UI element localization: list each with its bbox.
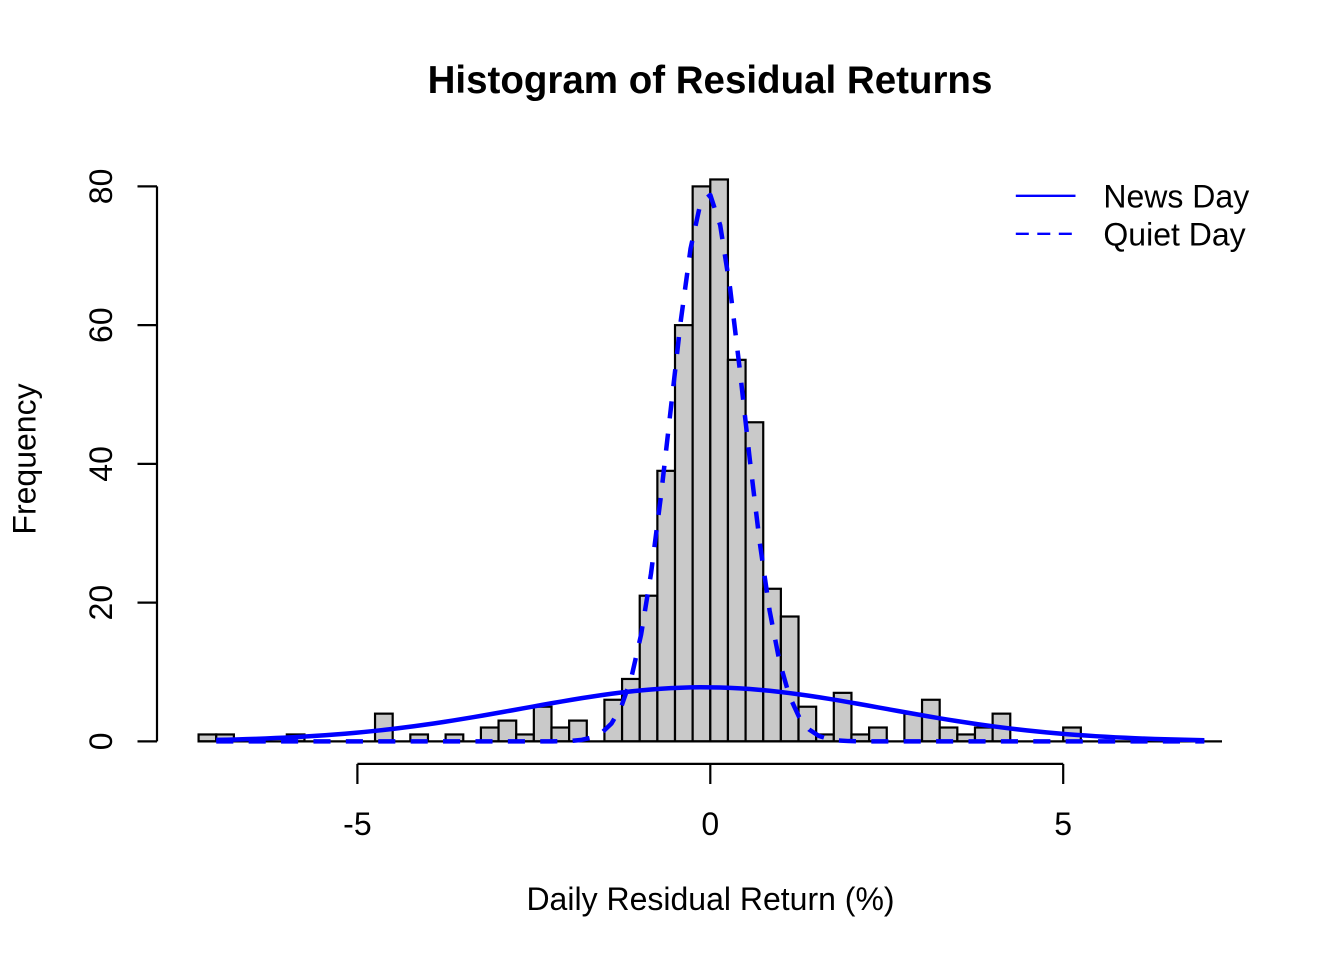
svg-text:40: 40	[83, 446, 119, 482]
svg-text:20: 20	[83, 585, 119, 621]
svg-text:0: 0	[83, 733, 119, 751]
svg-text:Quiet Day: Quiet Day	[1103, 216, 1245, 252]
svg-text:0: 0	[701, 806, 719, 842]
svg-text:-5: -5	[343, 806, 371, 842]
svg-text:60: 60	[83, 307, 119, 343]
svg-text:80: 80	[83, 169, 119, 205]
svg-text:Frequency: Frequency	[7, 383, 43, 534]
svg-text:Histogram of Residual Returns: Histogram of Residual Returns	[428, 59, 993, 102]
svg-text:News Day: News Day	[1103, 178, 1249, 214]
svg-text:Daily Residual Return (%): Daily Residual Return (%)	[526, 881, 894, 917]
svg-text:5: 5	[1054, 806, 1072, 842]
